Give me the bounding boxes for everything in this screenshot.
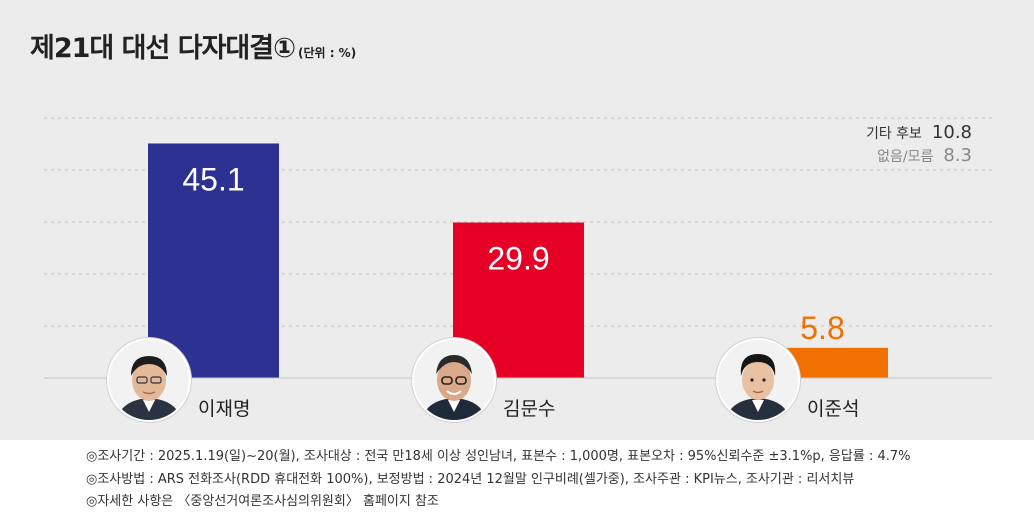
value-label-1: 29.9 (487, 241, 549, 277)
none-unknown-value: 8.3 (943, 145, 972, 166)
candidate-photo-lee-jae-myung (107, 338, 191, 422)
unit-label: (단위 : %) (297, 46, 357, 60)
candidate-name-lee-jae-myung: 이재명 (198, 398, 251, 420)
survey-footnotes: ◎조사기간 : 2025.1.19(일)~20(월), 조사대상 : 전국 만1… (86, 446, 911, 514)
none-unknown-label: 없음/모름 (877, 149, 934, 165)
chart-title: 제21대 대선 다자대결① (단위 : %) (30, 26, 356, 65)
title-text: 제21대 대선 다자대결① (30, 33, 296, 64)
footnote-reference: ◎자세한 사항은 〈중앙선거여론조사심의위원회〉 홈페이지 참조 (86, 494, 439, 509)
other-candidates-label: 기타 후보 (865, 126, 922, 142)
candidate-photo-kim-moon-soo (412, 338, 496, 422)
value-label-0: 45.1 (182, 161, 244, 197)
candidate-name-lee-jun-seok: 이준석 (807, 398, 860, 420)
footnote-survey-method: ◎조사방법 : ARS 전화조사(RDD 휴대전화 100%), 보정방법 : … (86, 471, 855, 487)
candidate-name-kim-moon-soo: 김문수 (503, 398, 556, 420)
value-label-2: 5.8 (800, 310, 844, 346)
other-candidates-value: 10.8 (931, 122, 972, 143)
footnote-survey-period: ◎조사기간 : 2025.1.19(일)~20(월), 조사대상 : 전국 만1… (86, 449, 911, 464)
bar-0 (148, 143, 279, 378)
other-candidates: 기타 후보 10.8 (866, 122, 972, 143)
none-unknown: 없음/모름 8.3 (877, 145, 972, 166)
candidate-photo-lee-jun-seok (716, 338, 800, 422)
value-labels: 45.1 29.9 5.8 (182, 161, 844, 345)
